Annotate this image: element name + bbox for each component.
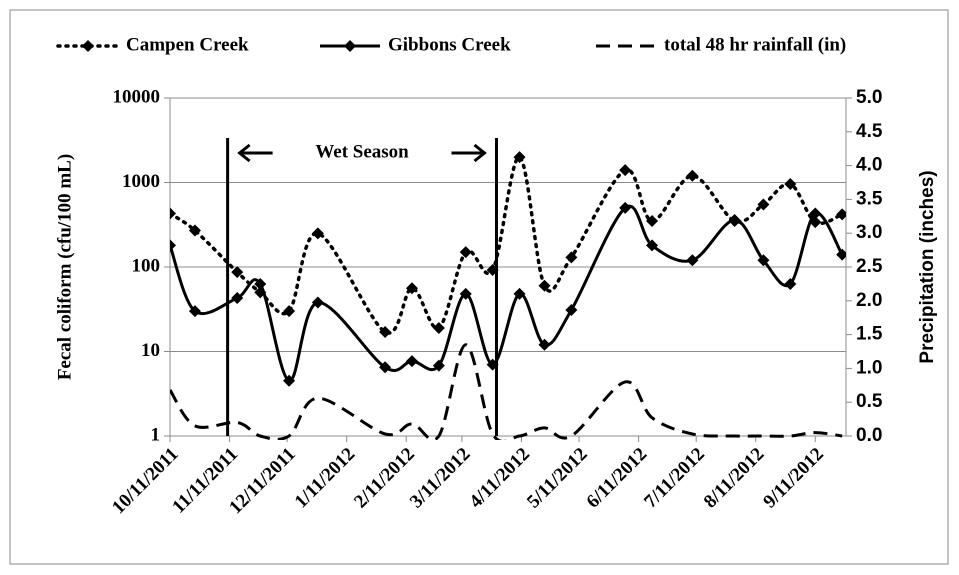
y2-tick-label: 4.5 bbox=[856, 121, 883, 142]
y2-axis-label: Precipitation (inches) bbox=[917, 170, 938, 363]
point bbox=[459, 246, 472, 259]
point bbox=[513, 151, 526, 164]
point bbox=[538, 338, 551, 351]
point bbox=[405, 282, 418, 295]
point bbox=[646, 239, 659, 252]
y-tick-label: 10 bbox=[141, 340, 160, 361]
point bbox=[513, 287, 526, 300]
plot-area bbox=[170, 151, 846, 440]
point bbox=[809, 207, 822, 220]
y2-tick-label: 2.5 bbox=[856, 256, 883, 277]
point bbox=[188, 224, 201, 237]
point bbox=[784, 177, 797, 190]
y2-tick-label: 1.0 bbox=[856, 357, 882, 378]
legend-marker bbox=[82, 40, 94, 52]
point bbox=[379, 326, 392, 339]
x-tick-label: 5/11/2012 bbox=[523, 444, 592, 513]
point bbox=[311, 227, 324, 240]
point bbox=[686, 169, 699, 182]
point bbox=[565, 303, 578, 316]
point bbox=[728, 213, 741, 226]
point bbox=[283, 305, 296, 318]
y2-tick-label: 3.5 bbox=[856, 188, 883, 209]
point bbox=[486, 358, 499, 371]
point bbox=[565, 251, 578, 264]
point bbox=[432, 359, 445, 372]
point bbox=[836, 248, 846, 261]
point bbox=[170, 239, 176, 252]
point bbox=[170, 207, 176, 220]
arrow-left bbox=[237, 143, 273, 163]
point bbox=[538, 279, 551, 292]
series-line bbox=[170, 155, 844, 335]
y2-tick-label: 5.0 bbox=[856, 87, 882, 108]
point bbox=[757, 254, 770, 267]
legend-marker bbox=[344, 40, 356, 52]
legend-label: total 48 hr rainfall (in) bbox=[664, 34, 846, 55]
y-tick-label: 10000 bbox=[113, 86, 161, 107]
y-tick-label: 1 bbox=[151, 424, 161, 445]
y2-tick-label: 4.0 bbox=[856, 155, 882, 176]
x-tick-label: 9/11/2012 bbox=[759, 444, 828, 513]
y2-tick-label: 2.0 bbox=[856, 290, 882, 311]
arrow-right bbox=[451, 143, 487, 163]
x-tick-label: 1/11/2012 bbox=[291, 444, 360, 513]
point bbox=[757, 198, 770, 211]
point bbox=[836, 208, 846, 221]
series-line bbox=[170, 343, 843, 440]
point bbox=[254, 277, 267, 290]
x-tick-label: 3/11/2012 bbox=[406, 444, 475, 513]
point bbox=[619, 164, 632, 177]
chart-frame bbox=[9, 9, 949, 565]
point bbox=[784, 277, 797, 290]
point bbox=[405, 355, 418, 368]
x-tick-label: 6/11/2012 bbox=[583, 444, 652, 513]
series-line bbox=[170, 204, 844, 383]
x-tick-label: 7/11/2012 bbox=[640, 444, 709, 513]
point bbox=[231, 291, 244, 304]
legend-label: Gibbons Creek bbox=[388, 34, 511, 55]
x-tick-label: 2/11/2012 bbox=[350, 444, 419, 513]
y2-tick-label: 0.0 bbox=[856, 425, 882, 446]
y-tick-label: 100 bbox=[132, 255, 161, 276]
point bbox=[459, 287, 472, 300]
x-tick-label: 4/11/2012 bbox=[465, 444, 534, 513]
legend-label: Campen Creek bbox=[126, 34, 249, 55]
y2-tick-label: 1.5 bbox=[856, 324, 883, 345]
point bbox=[432, 321, 445, 334]
point bbox=[283, 374, 296, 387]
point bbox=[646, 215, 659, 228]
y-tick-label: 1000 bbox=[122, 171, 160, 192]
y-axis-label: Fecal coliform (cfu/100 mL) bbox=[54, 154, 75, 380]
point bbox=[188, 305, 201, 318]
point bbox=[619, 201, 632, 214]
point bbox=[231, 266, 244, 279]
y2-tick-label: 0.5 bbox=[856, 391, 883, 412]
point bbox=[311, 296, 324, 309]
point bbox=[686, 254, 699, 267]
y2-tick-label: 3.0 bbox=[856, 222, 882, 243]
point bbox=[486, 264, 499, 277]
wet-season-label: Wet Season bbox=[315, 141, 409, 162]
point bbox=[379, 361, 392, 374]
x-tick-label: 8/11/2012 bbox=[700, 444, 769, 513]
